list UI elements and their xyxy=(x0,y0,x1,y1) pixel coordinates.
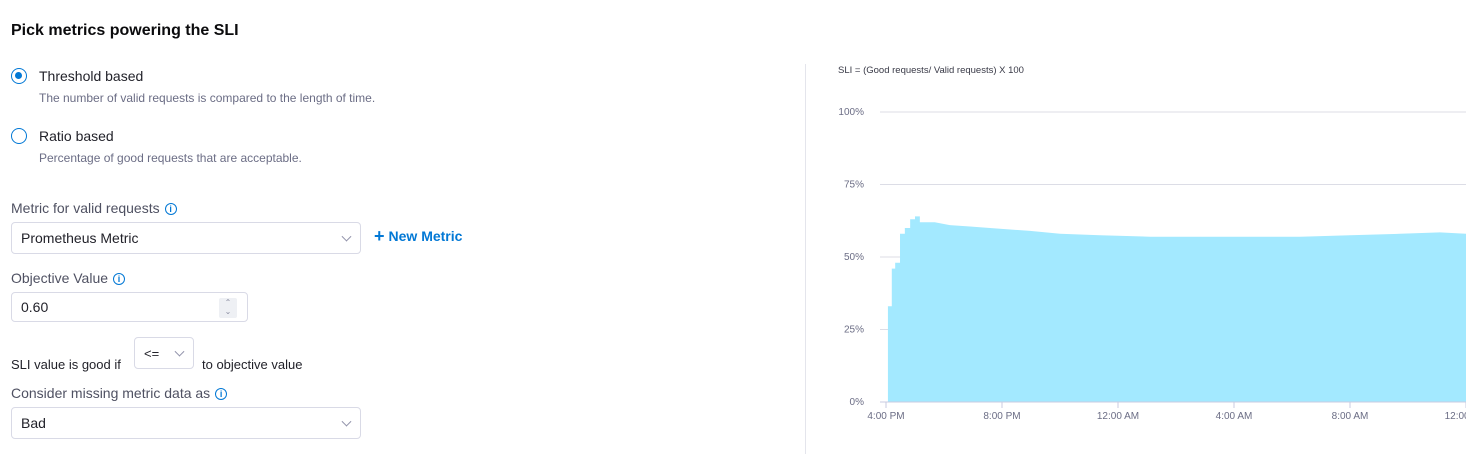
threshold-description: The number of valid requests is compared… xyxy=(39,91,376,105)
x-tick-label: 4:00 AM xyxy=(1216,411,1253,422)
objective-label: Objective Value i xyxy=(11,270,126,286)
y-tick-label: 100% xyxy=(838,107,864,118)
sli-area-series xyxy=(887,216,1466,402)
x-tick-label: 8:00 AM xyxy=(1332,411,1369,422)
ratio-description: Percentage of good requests that are acc… xyxy=(39,151,302,165)
missing-data-value: Bad xyxy=(21,415,46,431)
condition-suffix: to objective value xyxy=(202,357,303,372)
x-tick-label: 8:00 PM xyxy=(983,411,1020,422)
valid-metric-value: Prometheus Metric xyxy=(21,230,139,246)
y-tick-label: 75% xyxy=(844,180,864,191)
valid-metric-label-text: Metric for valid requests xyxy=(11,200,160,216)
threshold-label[interactable]: Threshold based xyxy=(39,68,144,84)
plus-icon: + xyxy=(374,226,385,246)
x-tick-label: 12:00 PM xyxy=(1445,411,1466,422)
divider xyxy=(805,64,806,454)
y-tick-label: 0% xyxy=(850,397,865,408)
ratio-radio[interactable] xyxy=(11,128,27,144)
operator-value: <= xyxy=(144,345,160,361)
info-icon[interactable]: i xyxy=(215,388,228,400)
info-icon[interactable]: i xyxy=(164,203,177,215)
objective-input[interactable]: 0.60 ⌃ ⌄ xyxy=(11,292,248,322)
condition-prefix: SLI value is good if xyxy=(11,357,121,372)
valid-metric-label: Metric for valid requests i xyxy=(11,200,177,216)
operator-select[interactable]: <= xyxy=(134,337,194,369)
stepper-icon[interactable]: ⌃ ⌄ xyxy=(219,298,237,318)
y-tick-label: 25% xyxy=(844,325,864,336)
missing-data-label: Consider missing metric data as i xyxy=(11,385,228,401)
section-title: Pick metrics powering the SLI xyxy=(11,22,239,39)
info-icon[interactable]: i xyxy=(113,273,126,285)
new-metric-label: New Metric xyxy=(388,228,463,244)
x-tick-label: 12:00 AM xyxy=(1097,411,1139,422)
missing-data-label-text: Consider missing metric data as xyxy=(11,385,211,401)
chart-title: SLI = (Good requests/ Valid requests) X … xyxy=(838,65,1024,76)
valid-metric-select[interactable]: Prometheus Metric xyxy=(11,222,361,254)
ratio-label[interactable]: Ratio based xyxy=(39,128,114,144)
objective-label-text: Objective Value xyxy=(11,270,109,286)
objective-value: 0.60 xyxy=(21,299,49,315)
missing-data-select[interactable]: Bad xyxy=(11,407,361,439)
y-tick-label: 50% xyxy=(844,252,864,263)
x-tick-label: 4:00 PM xyxy=(867,411,904,422)
threshold-radio[interactable] xyxy=(11,68,27,84)
new-metric-button[interactable]: + New Metric xyxy=(374,226,462,247)
